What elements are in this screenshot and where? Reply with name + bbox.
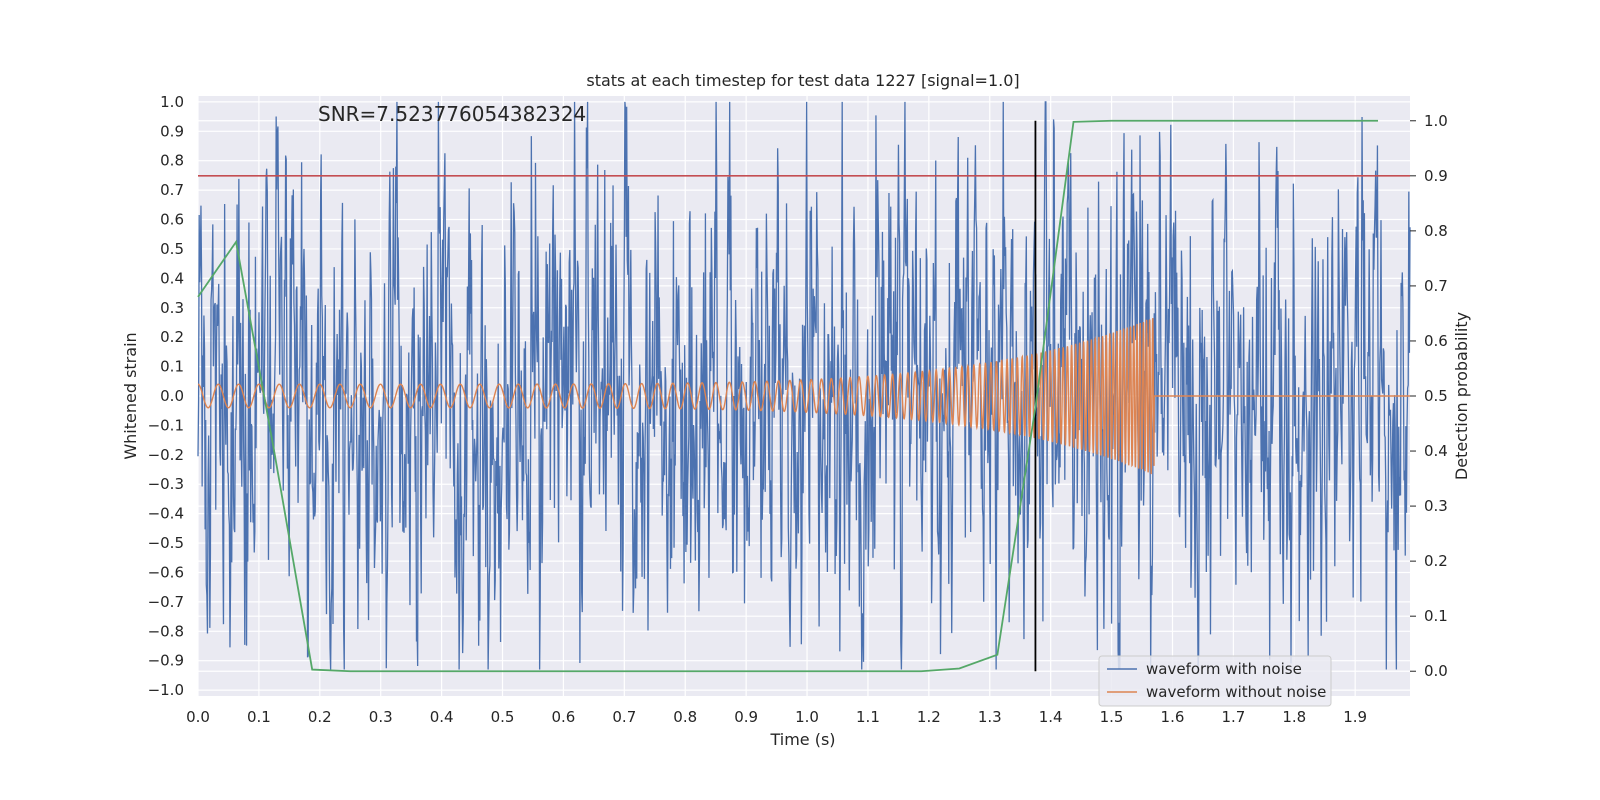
y-tick-label: −0.6 [148,563,184,581]
series-waveform-without-noise [197,318,1410,475]
x-tick-label: 0.7 [612,708,636,726]
y2-tick-label: 1.0 [1424,112,1448,130]
y-tick-label: 0.7 [160,181,184,199]
x-tick-label: 1.2 [917,708,941,726]
y2-tick-labels: 1.0 0.9 0.8 0.7 0.6 0.5 0.4 0.3 0.2 0.1 0.0 [1410,112,1448,680]
y-tick-label: 0.1 [160,358,184,376]
y-tick-label: 0.8 [160,152,184,170]
x-tick-label: 0.5 [491,708,515,726]
x-tick-label: 0.6 [551,708,575,726]
y-tick-label: −0.5 [148,534,184,552]
y-tick-label: 0.9 [160,122,184,140]
legend-box [1098,655,1332,707]
y2-tick-label: 0.4 [1424,442,1448,460]
x-axis-label: Time (s) [769,730,835,749]
y2-tick-label: 0.8 [1424,222,1448,240]
y-tick-label: 0.3 [160,299,184,317]
y2-tick-label: 0.6 [1424,332,1448,350]
x-tick-label: 1.9 [1343,708,1367,726]
x-tick-labels: 0.0 0.1 0.2 0.3 0.4 0.5 0.6 0.7 0.8 0.9 1.0 1.1 1.2 1… [186,708,1367,726]
y-tick-labels: 1.0 0.9 0.8 0.7 0.6 0.5 0.4 0.3 0.2 0.1 0.0 −0.1 −0.… [148,93,184,699]
x-tick-label: 0.9 [734,708,758,726]
x-tick-label: 0.3 [369,708,393,726]
y-axis-label: Whitened strain [121,332,140,459]
y-tick-label: −0.3 [148,475,184,493]
y2-tick-label: 0.1 [1424,607,1448,625]
y-tick-label: −0.7 [148,593,184,611]
x-tick-label: 1.7 [1221,708,1245,726]
series-detection-probability [197,119,1379,673]
x-tick-label: 1.8 [1282,708,1306,726]
x-tick-label: 1.0 [795,708,819,726]
y-tick-label: 0.4 [160,269,184,287]
series-waveform-with-noise [197,101,1411,670]
y-tick-label: −0.4 [148,505,184,523]
legend: waveform with noise waveform without noi… [1098,655,1332,707]
y2-axis-label: Detection probability [1452,312,1471,480]
y2-tick-label: 0.9 [1424,167,1448,185]
x-tick-label: 1.3 [978,708,1002,726]
y2-tick-label: 0.2 [1424,552,1448,570]
x-tick-label: 0.4 [430,708,454,726]
snr-annotation: SNR=7.523776054382324 [318,102,586,126]
x-tick-label: 0.0 [186,708,210,726]
x-tick-label: 0.1 [247,708,271,726]
x-tick-label: 1.5 [1100,708,1124,726]
y-tick-label: 0.2 [160,328,184,346]
x-tick-label: 0.2 [308,708,332,726]
y-tick-label: 1.0 [160,93,184,111]
y-tick-label: 0.6 [160,211,184,229]
legend-label-noise: waveform with noise [1146,660,1302,678]
chart-title: stats at each timestep for test data 122… [586,71,1019,90]
plot-content [197,101,1411,673]
x-tick-label: 1.1 [856,708,880,726]
y-tick-label: −0.8 [148,622,184,640]
y-tick-label: 0.0 [160,387,184,405]
x-tick-label: 1.4 [1039,708,1063,726]
y-tick-label: −1.0 [148,681,184,699]
y2-tick-label: 0.5 [1424,387,1448,405]
y2-tick-label: 0.7 [1424,277,1448,295]
y-tick-label: −0.1 [148,416,184,434]
y2-tick-label: 0.3 [1424,497,1448,515]
y2-tick-label: 0.0 [1424,662,1448,680]
y-tick-label: 0.5 [160,240,184,258]
legend-label-clean: waveform without noise [1146,683,1326,701]
y-tick-label: −0.9 [148,652,184,670]
y-tick-label: −0.2 [148,446,184,464]
x-tick-label: 0.8 [673,708,697,726]
x-tick-label: 1.6 [1161,708,1185,726]
